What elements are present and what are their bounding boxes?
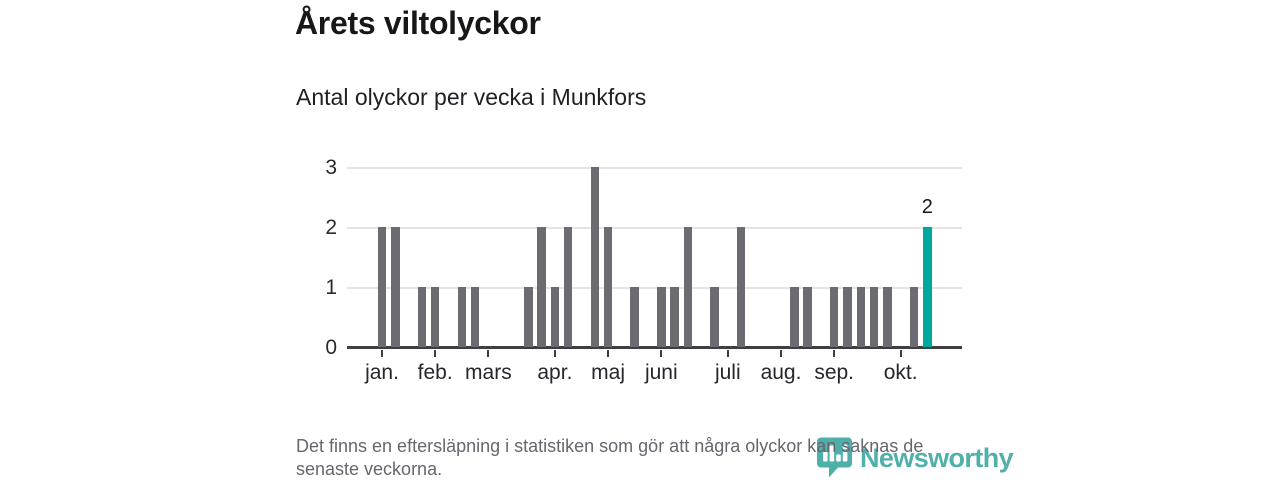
bar-week-13: [537, 227, 546, 347]
x-tick-label-aug: aug.: [760, 361, 802, 384]
bar-week-24: [683, 227, 693, 347]
x-tick-okt: [899, 350, 902, 357]
bar-week-7: [457, 287, 467, 347]
x-tick-label-okt: okt.: [883, 361, 918, 384]
newsworthy-logo[interactable]: Newsworthy: [816, 437, 1014, 478]
bar-week-4: [417, 287, 427, 347]
x-tick-label-apr: apr.: [537, 361, 573, 384]
bar-week-33: [803, 287, 812, 347]
gridline-y-2: [347, 227, 962, 229]
bar-week-12: [524, 287, 533, 347]
bar-week-20: [630, 287, 639, 347]
x-tick-label-jan: jan.: [365, 361, 399, 384]
y-tick-label-3: 3: [325, 156, 337, 179]
bar-week-1: [377, 227, 387, 347]
bar-week-28: [736, 227, 746, 347]
bar-week-39: [883, 287, 892, 347]
bar-week-2: [391, 227, 400, 347]
chart-title: Årets viltolyckor: [295, 5, 541, 41]
x-tick-label-mars: mars: [465, 361, 512, 384]
x-tick-apr: [553, 350, 556, 357]
x-tick-label-feb: feb.: [417, 361, 453, 384]
chart-subtitle: Antal olyckor per vecka i Munkfors: [296, 84, 647, 110]
bar-week-8: [470, 287, 480, 347]
x-tick-juli: [726, 350, 729, 357]
bar-week-32: [790, 287, 799, 347]
y-tick-label-0: 0: [325, 336, 337, 359]
last-bar-value-label: 2: [921, 196, 933, 218]
newsworthy-pin-icon: [817, 437, 852, 478]
x-tick-label-juli: juli: [714, 361, 741, 384]
x-axis-line: [347, 346, 962, 349]
x-tick-label-juni: juni: [644, 361, 678, 384]
y-tick-label-2: 2: [325, 216, 337, 239]
x-tick-label-maj: maj: [591, 361, 626, 384]
bar-week-37: [856, 287, 866, 347]
bar-week-42-highlighted: [923, 227, 932, 347]
bar-week-35: [829, 287, 839, 347]
gridline-y-3: [347, 167, 962, 169]
x-tick-aug: [780, 350, 782, 357]
plot-area: 0 1 2 3 jan. feb. mars apr. maj juni juli aug. sep. o…: [325, 156, 962, 384]
bar-week-14: [550, 287, 560, 347]
footnote-line-2: senaste veckorna.: [296, 459, 443, 479]
x-tick-jan: [381, 350, 383, 357]
bar-week-38: [869, 287, 879, 347]
x-tick-feb: [434, 350, 437, 357]
bar-week-22: [657, 287, 666, 347]
x-tick-sep: [833, 350, 836, 357]
y-tick-label-1: 1: [325, 276, 337, 299]
gridline-y-1: [347, 287, 962, 289]
newsworthy-wordmark: Newsworthy: [860, 442, 1014, 473]
bar-week-26: [710, 287, 719, 347]
x-tick-juni: [660, 350, 663, 357]
bar-week-5: [430, 287, 440, 347]
bar-week-41: [909, 287, 919, 347]
footnote-line-1: Det finns en eftersläpning i statistiken…: [296, 436, 924, 456]
x-tick-label-sep: sep.: [814, 361, 855, 384]
x-tick-mars: [487, 350, 490, 357]
footnote: Det finns en eftersläpning i statistiken…: [296, 435, 923, 481]
bar-week-18: [603, 227, 613, 347]
x-tick-maj: [607, 350, 610, 357]
bar-week-36: [843, 287, 852, 347]
bar-week-23: [670, 287, 679, 347]
bar-week-17: [590, 167, 600, 347]
bar-week-15: [563, 227, 573, 347]
